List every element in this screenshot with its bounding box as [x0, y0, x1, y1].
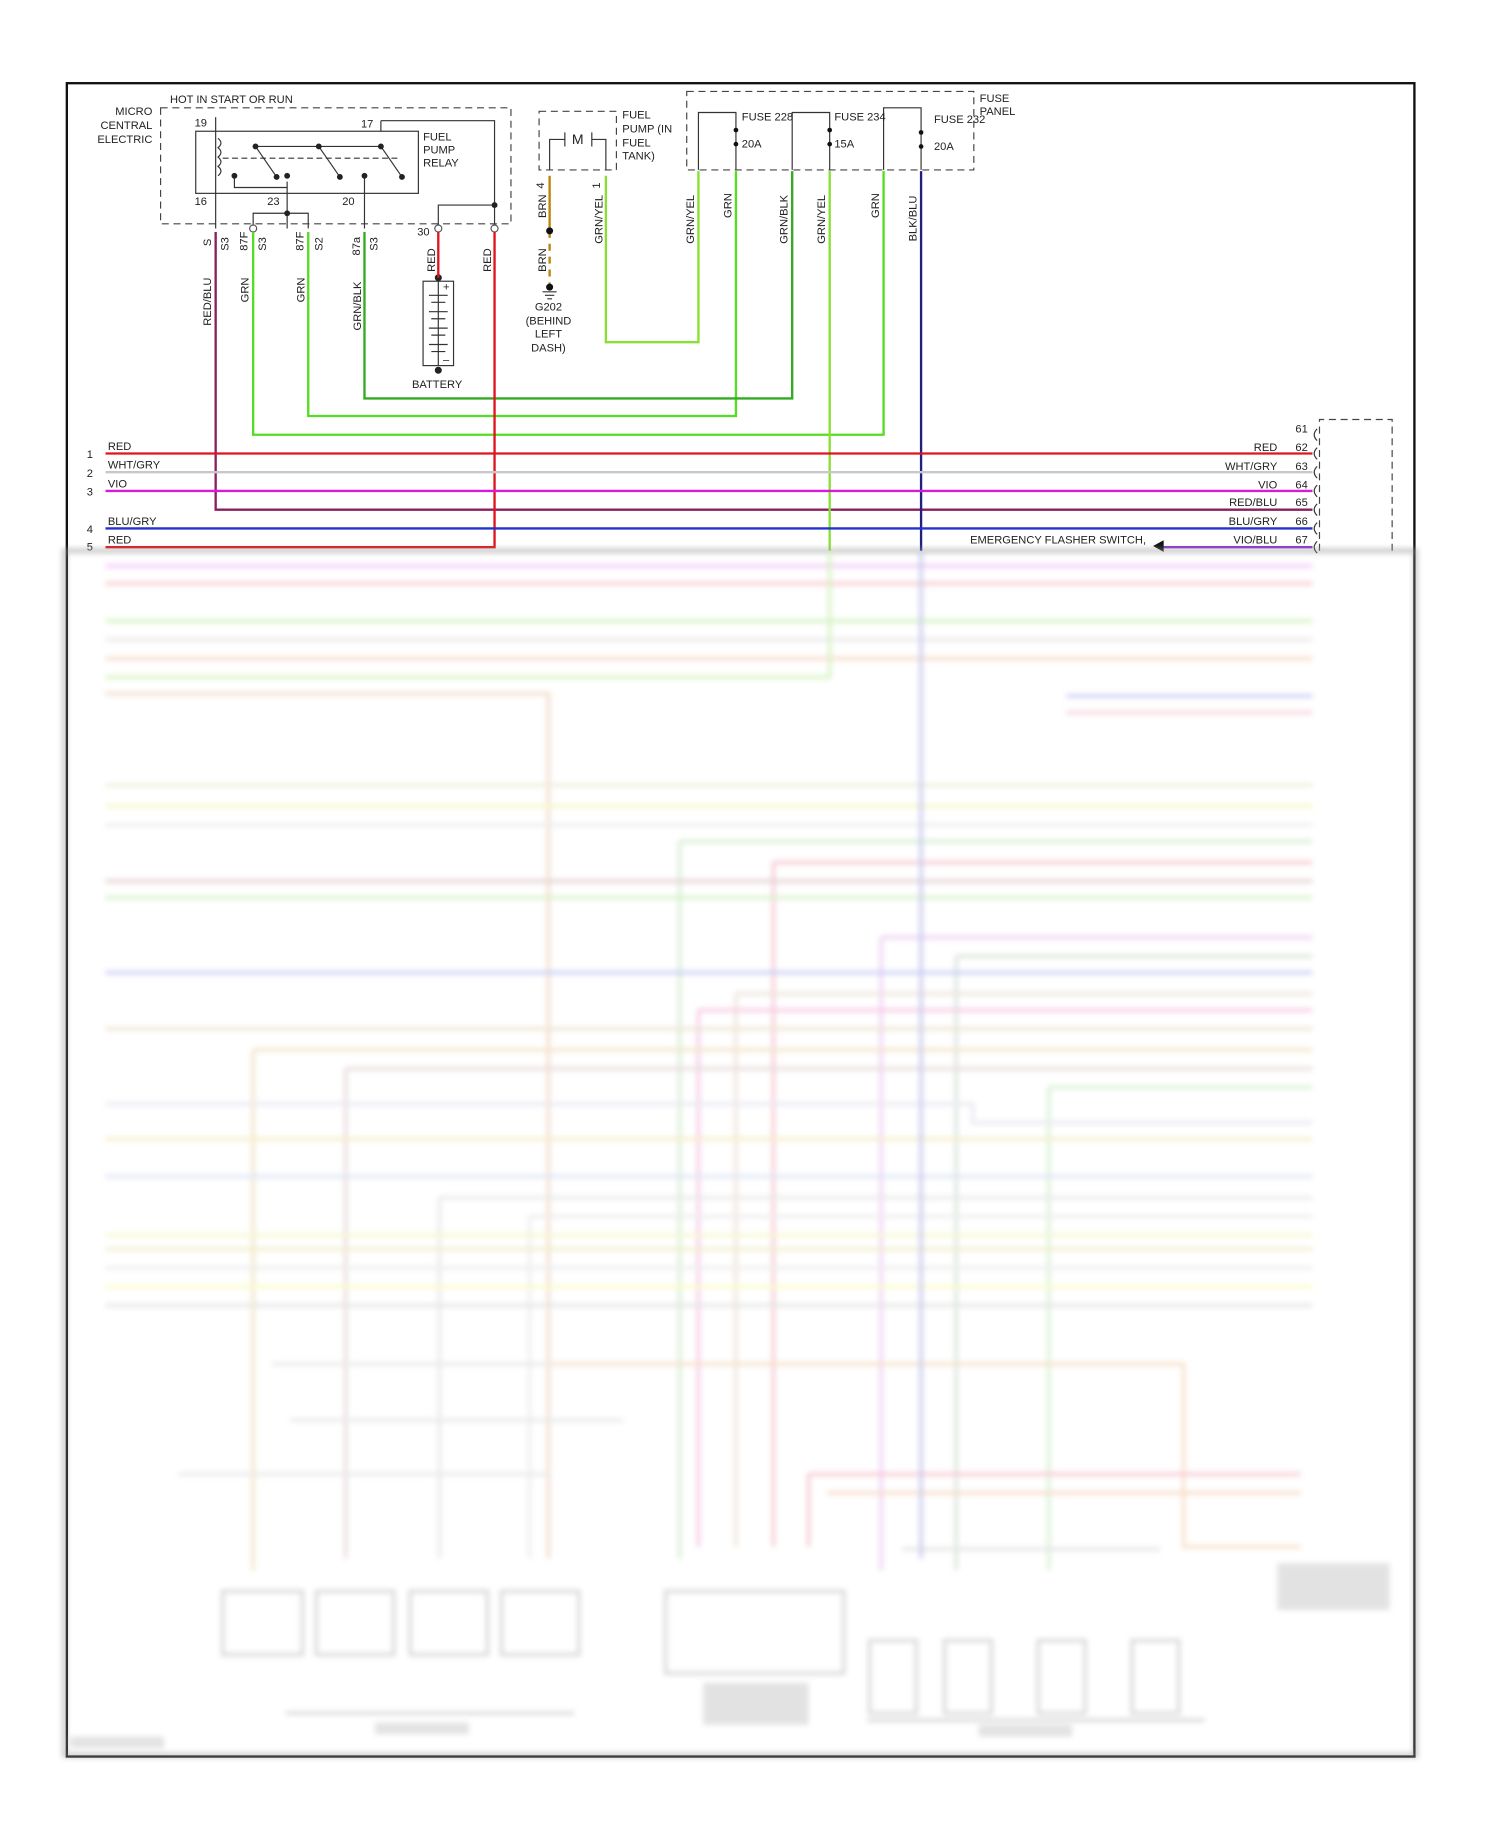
- conn-87f-b: 87F: [295, 231, 307, 250]
- bus-num-3: 3: [87, 487, 93, 499]
- pump-label-3: FUEL: [622, 137, 650, 149]
- pin-66: 66: [1295, 516, 1307, 528]
- fuse-232-rating: 20A: [934, 141, 954, 153]
- battery-label: BATTERY: [412, 379, 463, 391]
- fuse-wire-label-4: GRN/YEL: [816, 195, 828, 244]
- pin-62: 62: [1295, 442, 1307, 454]
- ground-icon: [542, 283, 557, 300]
- label-brn-2: BRN: [537, 248, 549, 272]
- fuse-228-rating: 20A: [742, 139, 762, 151]
- pin-19: 19: [195, 118, 207, 130]
- diagram-frame: [65, 82, 1416, 1758]
- label-grn-1: GRN: [239, 278, 251, 303]
- module-label-3: ELECTRIC: [97, 134, 152, 146]
- pin-66-color: BLU/GRY: [1229, 516, 1278, 528]
- fuel-pump: M FUEL PUMP (IN FUEL TANK) 4 1: [535, 109, 672, 188]
- conn-s: S: [202, 239, 214, 246]
- conn-s3-c: S3: [368, 237, 380, 251]
- wire-grn-87f-s2: [307, 171, 738, 418]
- wire-red-blu: [214, 232, 1313, 511]
- ground-label-3: LEFT: [535, 328, 562, 340]
- conn-87a: 87a: [351, 236, 363, 255]
- pump-label-2: PUMP (IN: [622, 123, 672, 135]
- pin-65: 65: [1295, 497, 1307, 509]
- bus-color-3: VIO: [108, 478, 128, 490]
- ground-label-1: G202: [535, 302, 562, 314]
- bus-num-2: 2: [87, 468, 93, 480]
- conn-s2: S2: [313, 237, 325, 251]
- pin-67-color: VIO/BLU: [1233, 535, 1277, 547]
- bus-color-4: BLU/GRY: [108, 516, 157, 528]
- pump-pin-1: 1: [591, 182, 603, 188]
- fuse-panel-label-2: PANEL: [980, 106, 1016, 118]
- label-red-30: RED: [426, 248, 438, 272]
- fuse-234-rating: 15A: [834, 139, 854, 151]
- wire-grn-yel-pump: [604, 171, 700, 344]
- label-grn-yel-pump: GRN/YEL: [593, 195, 605, 244]
- pin-64: 64: [1295, 480, 1307, 492]
- fuse-wire-label-3: GRN/BLK: [778, 194, 790, 243]
- bus-color-5: RED: [108, 535, 132, 547]
- blurred-lower-diagram: [62, 548, 1418, 1758]
- emergency-flasher-label: EMERGENCY FLASHER SWITCH,: [970, 535, 1146, 547]
- micro-central-electric: MICRO CENTRAL ELECTRIC HOT IN START OR R…: [97, 94, 512, 374]
- fuse-234-name: FUSE 234: [834, 112, 885, 124]
- bus-num-4: 4: [87, 524, 93, 536]
- pin-16: 16: [195, 196, 207, 208]
- pump-pin-4: 4: [535, 182, 547, 188]
- pin-63: 63: [1295, 461, 1307, 473]
- pin-20: 20: [342, 196, 354, 208]
- pin-17: 17: [361, 119, 373, 131]
- relay-label-1: FUEL: [423, 132, 451, 144]
- pin-62-color: RED: [1254, 442, 1278, 454]
- right-connector: 61 62 RED 63 WHT/GRY 64 VIO 65 RED/BLU 6…: [1225, 418, 1393, 554]
- battery: + – BATTERY: [412, 280, 463, 391]
- motor-icon: M: [572, 131, 584, 147]
- fuse-wire-label-5: GRN: [870, 193, 882, 218]
- ground-label-2: (BEHIND: [526, 316, 572, 328]
- label-grn-blk: GRN/BLK: [352, 281, 364, 330]
- label-red: RED: [482, 248, 494, 272]
- battery-plus: +: [443, 282, 450, 294]
- fuse-wire-label-1: GRN/YEL: [685, 195, 697, 244]
- pin-23: 23: [267, 196, 279, 208]
- hot-label: HOT IN START OR RUN: [170, 94, 293, 106]
- pump-label-4: TANK): [622, 150, 655, 162]
- fuel-pump-relay: [195, 130, 419, 194]
- bus-color-1: RED: [108, 441, 132, 453]
- bus-num-1: 1: [87, 449, 93, 461]
- pin-67: 67: [1295, 535, 1307, 547]
- wire-red: [105, 232, 496, 549]
- pin-61: 61: [1295, 423, 1307, 435]
- fuse-wire-label-2: GRN: [722, 193, 734, 218]
- pump-label-1: FUEL: [622, 109, 650, 121]
- left-bus-labels: 1 RED 2 WHT/GRY 3 VIO 4 BLU/GRY 5 RED: [87, 441, 161, 554]
- label-brn-1: BRN: [537, 194, 549, 218]
- bus-num-5: 5: [87, 542, 93, 554]
- conn-s3-b: S3: [257, 237, 269, 251]
- pin-30: 30: [417, 227, 429, 239]
- relay-label-2: PUMP: [423, 145, 455, 157]
- fuse-228-name: FUSE 228: [742, 112, 793, 124]
- relay-label-3: RELAY: [423, 157, 459, 169]
- ground-label-4: DASH): [531, 343, 566, 355]
- label-red-blu: RED/BLU: [202, 278, 214, 326]
- bus-color-2: WHT/GRY: [108, 460, 161, 472]
- module-label-1: MICRO: [115, 106, 152, 118]
- conn-s3-a: S3: [220, 237, 232, 251]
- label-grn-2: GRN: [296, 278, 308, 303]
- battery-minus: –: [443, 354, 450, 366]
- module-label-2: CENTRAL: [100, 120, 152, 132]
- fuse-panel-label-1: FUSE: [980, 93, 1010, 105]
- wire-grn-87f-s3: [251, 171, 885, 436]
- pin-65-color: RED/BLU: [1229, 497, 1277, 509]
- fuse-panel: FUSE PANEL FUSE 228 20A FUSE 234 15A FUS…: [686, 90, 1016, 171]
- pin-63-color: WHT/GRY: [1225, 461, 1278, 473]
- conn-87f-a: 87F: [238, 231, 250, 250]
- wire-grn-blk: [363, 171, 794, 400]
- fuse-232-name: FUSE 232: [934, 114, 985, 126]
- pin-64-color: VIO: [1258, 480, 1278, 492]
- fuse-wire-label-6: BLK/BLU: [907, 196, 919, 242]
